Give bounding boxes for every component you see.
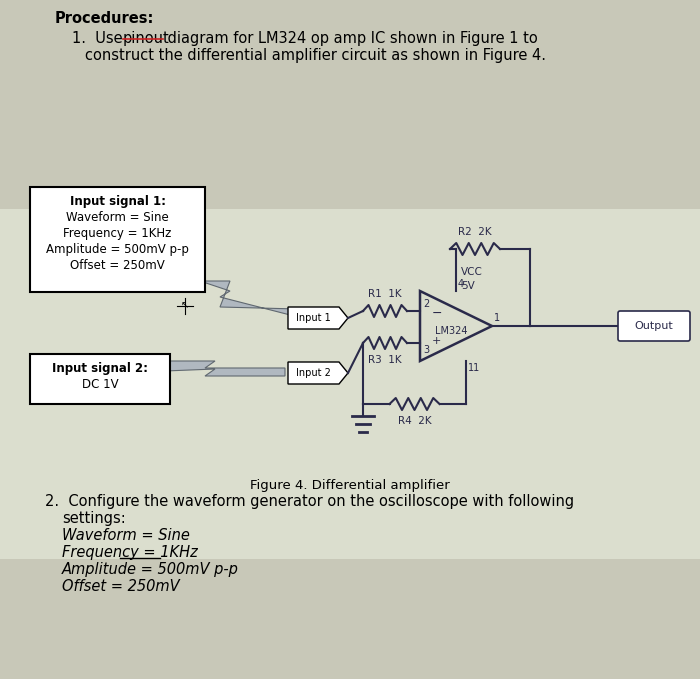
Text: 4: 4 (458, 279, 464, 289)
Text: ↖: ↖ (181, 300, 189, 310)
Text: R4  2K: R4 2K (398, 416, 431, 426)
Polygon shape (288, 307, 348, 329)
Text: R2  2K: R2 2K (458, 227, 492, 237)
Bar (0, 209, 700, 559)
Text: R1  1K: R1 1K (368, 289, 402, 299)
Text: Procedures:: Procedures: (55, 11, 155, 26)
Text: 5V: 5V (461, 281, 475, 291)
Text: Figure 4. Differential amplifier: Figure 4. Differential amplifier (250, 479, 450, 492)
Text: Input signal 2:: Input signal 2: (52, 362, 148, 375)
Polygon shape (165, 361, 285, 376)
Text: Waveform = Sine: Waveform = Sine (66, 211, 169, 224)
Text: 11: 11 (468, 363, 480, 373)
Text: Frequency = 1KHz: Frequency = 1KHz (63, 227, 172, 240)
Text: Waveform = Sine: Waveform = Sine (62, 528, 190, 543)
Bar (30, 187, 205, 292)
Text: 1: 1 (494, 313, 500, 323)
Text: settings:: settings: (62, 511, 126, 526)
Text: Input signal 1:: Input signal 1: (69, 195, 165, 208)
Text: diagram for LM324 op amp IC shown in Figure 1 to: diagram for LM324 op amp IC shown in Fig… (163, 31, 538, 46)
Text: 2: 2 (423, 299, 429, 309)
Text: +: + (432, 336, 442, 346)
Text: 2.  Configure the waveform generator on the oscilloscope with following: 2. Configure the waveform generator on t… (45, 494, 574, 509)
FancyBboxPatch shape (618, 311, 690, 341)
Text: LM324: LM324 (435, 326, 468, 336)
Text: VCC: VCC (461, 267, 483, 277)
Text: Frequency = 1KHz: Frequency = 1KHz (62, 545, 197, 560)
Text: Offset = 250mV: Offset = 250mV (62, 579, 180, 594)
Text: −: − (432, 306, 442, 320)
Bar (30, 354, 170, 404)
Text: pinout: pinout (123, 31, 169, 46)
Text: 1.  Use: 1. Use (72, 31, 127, 46)
Text: DC 1V: DC 1V (82, 378, 118, 391)
Text: R3  1K: R3 1K (368, 355, 402, 365)
Text: Output: Output (635, 321, 673, 331)
Text: Offset = 250mV: Offset = 250mV (70, 259, 165, 272)
Text: 3: 3 (423, 345, 429, 355)
Text: Amplitude = 500mV p-p: Amplitude = 500mV p-p (46, 243, 189, 256)
Text: Input 1: Input 1 (296, 313, 331, 323)
Polygon shape (170, 271, 298, 317)
Polygon shape (288, 362, 348, 384)
Text: construct the differential amplifier circuit as shown in Figure 4.: construct the differential amplifier cir… (85, 48, 546, 63)
Text: Amplitude = 500mV p-p: Amplitude = 500mV p-p (62, 562, 239, 577)
Text: Input 2: Input 2 (296, 368, 331, 378)
